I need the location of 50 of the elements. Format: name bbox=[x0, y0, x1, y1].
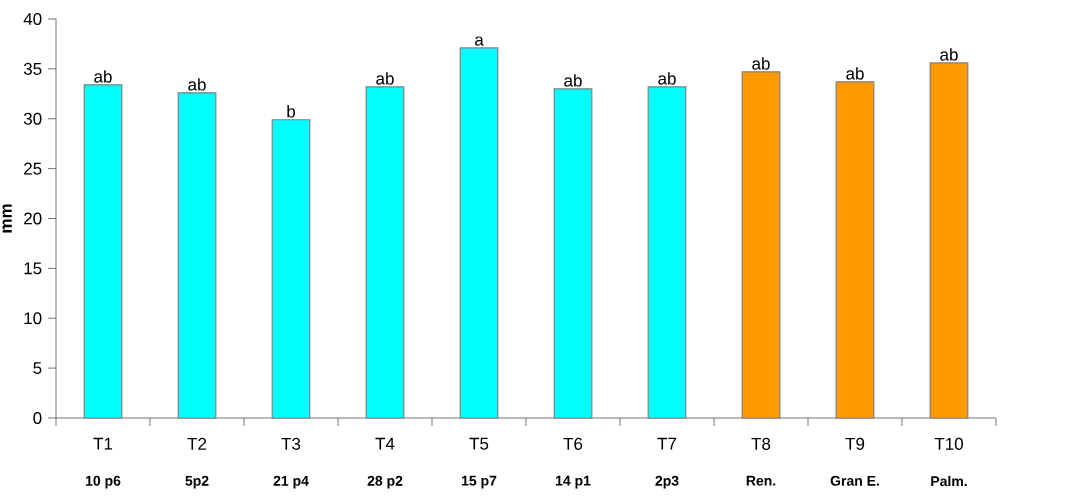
x-tick-label: T4 bbox=[375, 437, 395, 450]
y-tick-label: 20 bbox=[24, 212, 42, 225]
x-tick-label: T1 bbox=[93, 437, 113, 450]
bar bbox=[83, 84, 123, 419]
annotation: a bbox=[475, 36, 484, 46]
text: 10 p6 bbox=[85, 475, 121, 489]
x-tick-label: T7 bbox=[657, 437, 677, 450]
x-tick-label: T5 bbox=[469, 437, 489, 450]
bar bbox=[459, 47, 499, 419]
bar bbox=[553, 88, 593, 419]
y-tick-label: 40 bbox=[23, 12, 42, 26]
annotation: b bbox=[287, 105, 296, 118]
text: Ren. bbox=[746, 475, 776, 486]
annotation: ab bbox=[940, 48, 958, 61]
y-tick-label: 30 bbox=[23, 112, 42, 125]
y-tick-label: 35 bbox=[23, 62, 42, 75]
text: 5p2 bbox=[185, 475, 209, 489]
annotation: ab bbox=[188, 78, 206, 91]
text: Palm. bbox=[931, 475, 967, 487]
bar bbox=[835, 81, 875, 419]
text: 14 p1 bbox=[555, 475, 591, 489]
bar bbox=[177, 92, 217, 419]
x-tick-label: T2 bbox=[187, 437, 207, 450]
bar bbox=[741, 71, 781, 419]
x-tick-label: T10 bbox=[934, 437, 963, 450]
bar bbox=[647, 86, 687, 419]
annotation: ab bbox=[564, 74, 582, 87]
x-tick-label: T9 bbox=[845, 437, 865, 450]
x-tick-label: T8 bbox=[751, 437, 771, 450]
annotation: ab bbox=[658, 72, 676, 85]
y-tick-label: 10 bbox=[24, 312, 42, 325]
y-tick-label: 0 bbox=[33, 411, 42, 425]
y-axis-title: mm bbox=[2, 204, 12, 233]
x-tick-label: T6 bbox=[563, 437, 583, 450]
annotation: ab bbox=[752, 57, 770, 70]
y-tick-label: 5 bbox=[33, 362, 42, 375]
x-tick-label: T3 bbox=[281, 437, 301, 450]
bar bbox=[929, 62, 969, 419]
y-tick-label: 15 bbox=[24, 262, 42, 275]
y-tick-label: 25 bbox=[24, 162, 42, 175]
text: 2p3 bbox=[655, 475, 679, 489]
annotation: ab bbox=[846, 67, 864, 80]
text: 28 p2 bbox=[367, 475, 403, 489]
text: 21 p4 bbox=[273, 475, 309, 489]
text: 15 p7 bbox=[461, 475, 497, 489]
text: Gran E. bbox=[830, 475, 879, 486]
bar bbox=[271, 119, 311, 419]
annotation: ab bbox=[94, 70, 112, 83]
annotation: ab bbox=[376, 72, 394, 85]
bar bbox=[365, 86, 405, 419]
